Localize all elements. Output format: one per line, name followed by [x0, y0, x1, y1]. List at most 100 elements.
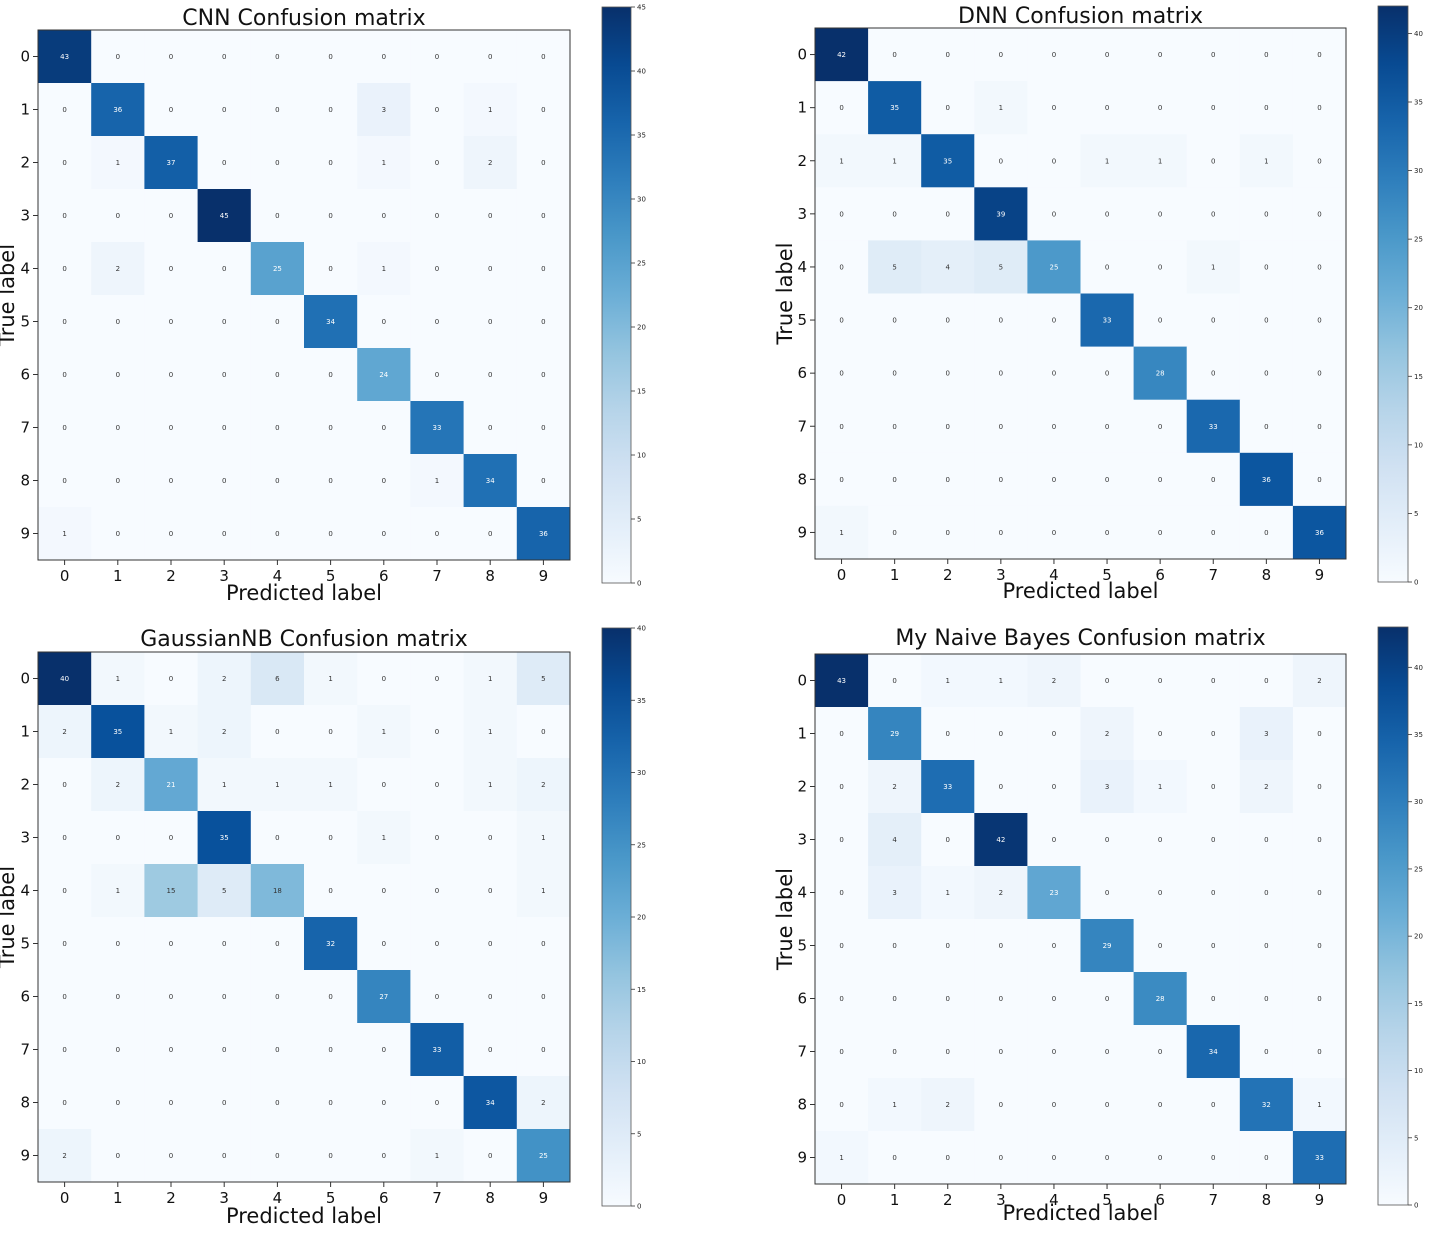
cell-value-label: 0: [1211, 104, 1215, 112]
cell-value-label: 0: [999, 157, 1003, 165]
heatmap-cell: [463, 917, 518, 971]
cell-value-label: 0: [488, 318, 492, 326]
heatmap-cell: [921, 293, 975, 348]
heatmap-cell: [250, 705, 305, 759]
heatmap-cell: [197, 1129, 252, 1183]
heatmap-cell: [357, 507, 411, 561]
y-tick-label: 4: [797, 884, 807, 902]
colorbar-tick-label: 30: [637, 769, 646, 777]
cell-value-label: 0: [116, 318, 120, 326]
cell-value-label: 0: [1264, 1154, 1268, 1162]
cell-value-label: 1: [222, 781, 226, 789]
heatmap-cell: [1027, 760, 1081, 814]
cell-value-label: 2: [1105, 730, 1109, 738]
cell-value-label: 0: [488, 212, 492, 220]
cell-value-label: 0: [1052, 423, 1056, 431]
cell-value-label: 0: [839, 476, 843, 484]
cell-value-label: 0: [946, 476, 950, 484]
heatmap-cell: [921, 1078, 975, 1132]
cell-value-label: 0: [435, 212, 439, 220]
cell-value-label: 42: [837, 51, 846, 59]
cell-value-label: 34: [486, 477, 495, 485]
heatmap-cell: [974, 813, 1028, 867]
cell-value-label: 0: [488, 53, 492, 61]
cell-value-label: 0: [1158, 1048, 1162, 1056]
heatmap-cell: [197, 136, 252, 190]
heatmap-cell: [1133, 813, 1188, 867]
chart-title: CNN Confusion matrix: [182, 6, 425, 31]
cell-value-label: 0: [541, 477, 545, 485]
heatmap-cell: [815, 346, 869, 401]
heatmap-cell: [1133, 760, 1188, 814]
heatmap-cell: [410, 348, 465, 402]
cell-value-label: 0: [382, 53, 386, 61]
cell-value-label: 1: [488, 106, 492, 114]
cell-value-label: 25: [1049, 263, 1058, 271]
cell-value-label: 0: [169, 424, 173, 432]
heatmap-cell: [410, 189, 465, 243]
x-tick-label: 5: [326, 567, 336, 585]
cell-value-label: 1: [541, 834, 545, 842]
heatmap-cell: [1080, 813, 1135, 867]
cell-value-label: 24: [379, 371, 388, 379]
heatmap-cell: [868, 452, 922, 507]
heatmap-cell: [304, 705, 358, 759]
heatmap-cell: [144, 1023, 199, 1077]
heatmap-cell: [197, 970, 252, 1024]
cell-value-label: 1: [839, 1154, 843, 1162]
cell-value-label: 1: [1105, 157, 1109, 165]
heatmap-cell: [91, 189, 145, 243]
heatmap-cell: [1292, 28, 1347, 82]
heatmap-cell: [1239, 760, 1294, 814]
cell-value-label: 36: [113, 106, 122, 114]
cell-value-label: 0: [62, 265, 66, 273]
cell-value-label: 0: [946, 942, 950, 950]
cell-value-label: 0: [541, 728, 545, 736]
heatmap-cell: [868, 1131, 922, 1185]
heatmap-cell: [1186, 81, 1241, 135]
heatmap-cell: [144, 1076, 199, 1130]
heatmap-cell: [868, 813, 922, 867]
cell-value-label: 1: [839, 157, 843, 165]
cell-value-label: 3: [382, 106, 386, 114]
cell-value-label: 0: [1052, 476, 1056, 484]
cell-value-label: 0: [1158, 942, 1162, 950]
cell-value-label: 1: [488, 781, 492, 789]
cell-value-label: 0: [116, 993, 120, 1001]
cell-value-label: 0: [275, 993, 279, 1001]
cell-value-label: 18: [273, 887, 282, 895]
heatmap-cell: [974, 134, 1028, 188]
colorbar-tick-label: 0: [1414, 579, 1418, 587]
cell-value-label: 0: [222, 318, 226, 326]
cell-value-label: 0: [382, 1152, 386, 1160]
x-tick-label: 3: [219, 567, 229, 585]
cell-value-label: 1: [1264, 157, 1268, 165]
y-axis-label: True label: [0, 866, 19, 969]
x-tick-label: 4: [1049, 566, 1059, 584]
heatmap-cell: [516, 83, 571, 137]
heatmap-cell: [197, 30, 252, 84]
heatmap-cell: [1292, 134, 1347, 188]
x-tick-label: 7: [432, 567, 442, 585]
cell-value-label: 0: [1211, 157, 1215, 165]
heatmap-cell: [38, 811, 92, 865]
x-tick-label: 5: [1102, 1191, 1112, 1209]
cell-value-label: 0: [999, 529, 1003, 537]
heatmap-cell: [1080, 707, 1135, 761]
cell-value-label: 0: [1317, 476, 1321, 484]
cell-value-label: 0: [1105, 1154, 1109, 1162]
cell-value-label: 0: [839, 263, 843, 271]
cell-value-label: 0: [169, 371, 173, 379]
heatmap-cell: [815, 919, 869, 973]
heatmap-cell: [304, 1023, 358, 1077]
heatmap-cell: [1027, 707, 1081, 761]
cell-value-label: 0: [1264, 263, 1268, 271]
heatmap-cell: [91, 917, 145, 971]
cell-value-label: 0: [999, 783, 1003, 791]
cell-value-label: 1: [382, 834, 386, 842]
heatmap-cell: [921, 505, 975, 560]
heatmap-cell: [410, 652, 465, 706]
cell-value-label: 40: [60, 675, 69, 683]
cell-value-label: 2: [116, 781, 120, 789]
x-axis-label: Predicted label: [1002, 1201, 1158, 1225]
